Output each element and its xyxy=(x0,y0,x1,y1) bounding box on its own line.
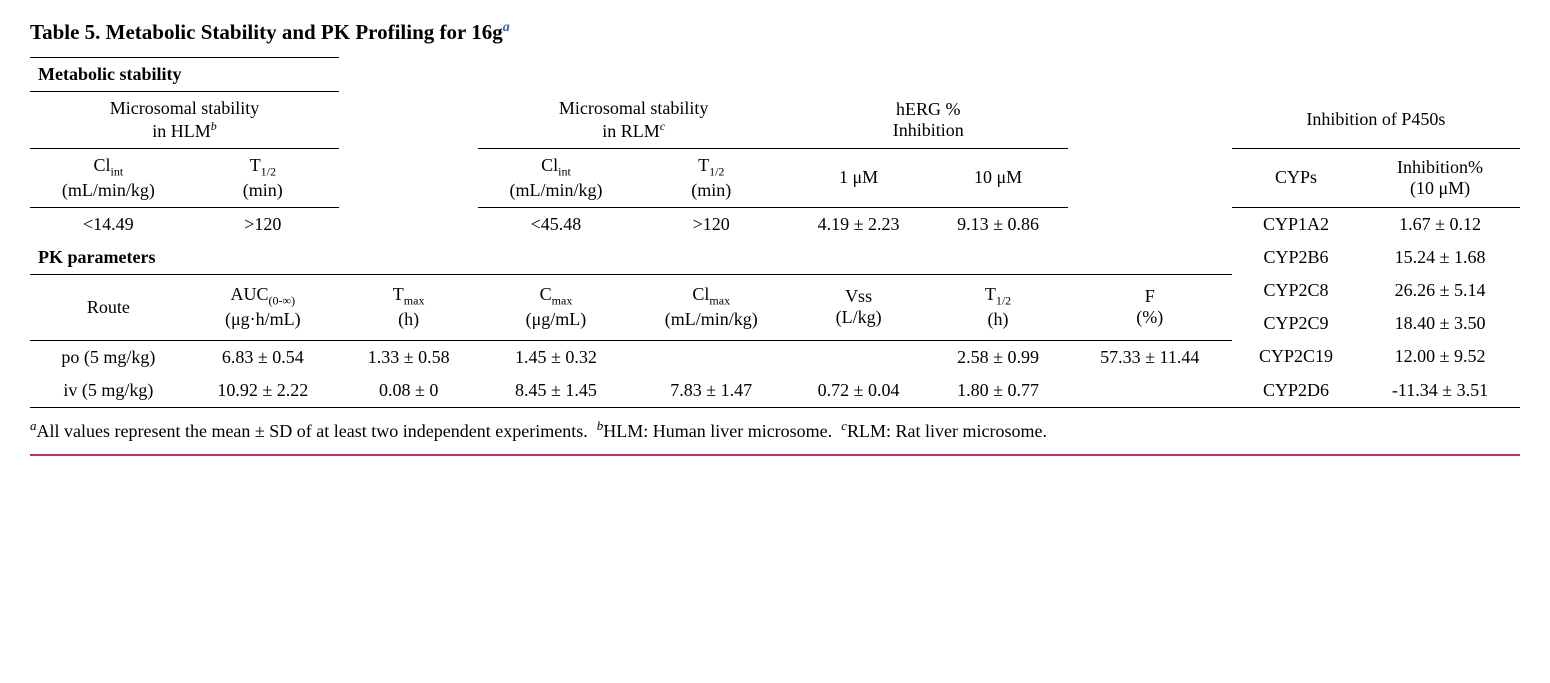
hlm-cl-value: <14.49 xyxy=(30,207,187,241)
section-pk-parameters: PK parameters xyxy=(30,241,339,275)
pk-route: iv (5 mg/kg) xyxy=(30,374,187,408)
pk-tmax-header: Tmax (h) xyxy=(339,274,478,340)
cyp-value: 15.24 ± 1.68 xyxy=(1360,241,1520,275)
cyp-name: CYP2C8 xyxy=(1232,274,1360,307)
pk-vss-header: Vss (L/kg) xyxy=(789,274,928,340)
title-text: Table 5. Metabolic Stability and PK Prof… xyxy=(30,20,503,44)
footnote-c: RLM: Rat liver microsome. xyxy=(847,421,1047,441)
cyps-header: CYPs xyxy=(1232,149,1360,208)
pk-auc: 6.83 ± 0.54 xyxy=(187,340,339,374)
pk-auc-header: AUC(0-∞) (μg·h/mL) xyxy=(187,274,339,340)
pk-tmax: 0.08 ± 0 xyxy=(339,374,478,408)
cyp-name: CYP2D6 xyxy=(1232,374,1360,408)
footnotes: aAll values represent the mean ± SD of a… xyxy=(30,418,1520,456)
section-metabolic-stability: Metabolic stability xyxy=(30,58,339,92)
pk-auc: 10.92 ± 2.22 xyxy=(187,374,339,408)
footnote-a: All values represent the mean ± SD of at… xyxy=(37,421,588,441)
rlm-thalf-header: T1/2 (min) xyxy=(634,149,789,208)
cyp-name: CYP1A2 xyxy=(1232,207,1360,241)
inhibition-header: Inhibition% (10 μM) xyxy=(1360,149,1520,208)
pk-cl xyxy=(634,340,789,374)
pk-f: 57.33 ± 11.44 xyxy=(1068,340,1232,374)
pk-vss xyxy=(789,340,928,374)
pk-route-header: Route xyxy=(30,274,187,340)
hlm-clint-header: Clint (mL/min/kg) xyxy=(30,149,187,208)
herg-10um-value: 9.13 ± 0.86 xyxy=(928,207,1067,241)
data-table: Metabolic stability Microsomal stability… xyxy=(30,57,1520,408)
herg-1um-header: 1 μM xyxy=(789,149,928,208)
pk-route: po (5 mg/kg) xyxy=(30,340,187,374)
p450-group-header: Inhibition of P450s xyxy=(1232,92,1520,149)
hlm-group-header: Microsomal stability in HLMb xyxy=(30,92,339,149)
pk-cmax-header: Cmax (μg/mL) xyxy=(478,274,633,340)
pk-thalf: 2.58 ± 0.99 xyxy=(928,340,1067,374)
pk-thalf-header: T1/2 (h) xyxy=(928,274,1067,340)
cyp-value: 1.67 ± 0.12 xyxy=(1360,207,1520,241)
cyp-name: CYP2C19 xyxy=(1232,340,1360,374)
pk-f xyxy=(1068,374,1232,408)
cyp-value: 26.26 ± 5.14 xyxy=(1360,274,1520,307)
hlm-t-value: >120 xyxy=(187,207,339,241)
footnote-b: HLM: Human liver microsome. xyxy=(603,421,832,441)
rlm-t-value: >120 xyxy=(634,207,789,241)
rlm-cl-value: <45.48 xyxy=(478,207,633,241)
herg-10um-header: 10 μM xyxy=(928,149,1067,208)
herg-group-header: hERG % Inhibition xyxy=(789,92,1068,149)
table-title: Table 5. Metabolic Stability and PK Prof… xyxy=(30,20,1520,45)
cyp-value: 12.00 ± 9.52 xyxy=(1360,340,1520,374)
pk-thalf: 1.80 ± 0.77 xyxy=(928,374,1067,408)
cyp-name: CYP2C9 xyxy=(1232,307,1360,340)
pk-cmax: 8.45 ± 1.45 xyxy=(478,374,633,408)
pk-f-header: F (%) xyxy=(1068,274,1232,340)
rlm-group-header: Microsomal stability in RLMc xyxy=(478,92,789,149)
title-footnote-a: a xyxy=(503,20,510,35)
cyp-name: CYP2B6 xyxy=(1232,241,1360,275)
cyp-value: -11.34 ± 3.51 xyxy=(1360,374,1520,408)
pk-cl: 7.83 ± 1.47 xyxy=(634,374,789,408)
pk-cmax: 1.45 ± 0.32 xyxy=(478,340,633,374)
pk-vss: 0.72 ± 0.04 xyxy=(789,374,928,408)
cyp-value: 18.40 ± 3.50 xyxy=(1360,307,1520,340)
rlm-clint-header: Clint (mL/min/kg) xyxy=(478,149,633,208)
pk-clmax-header: Clmax (mL/min/kg) xyxy=(634,274,789,340)
pk-tmax: 1.33 ± 0.58 xyxy=(339,340,478,374)
hlm-thalf-header: T1/2 (min) xyxy=(187,149,339,208)
herg-1um-value: 4.19 ± 2.23 xyxy=(789,207,928,241)
